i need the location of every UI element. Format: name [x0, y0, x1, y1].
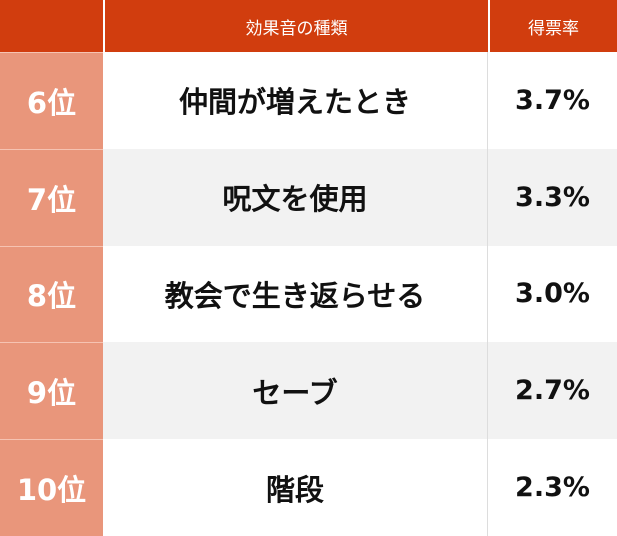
rate-cell: 3.7% — [515, 84, 590, 116]
rank-cell: 8位 — [0, 245, 103, 343]
table-row: 7位 呪文を使用 3.3% — [0, 148, 617, 246]
item-cell: 呪文を使用 — [103, 148, 488, 246]
rate-cell: 2.3% — [515, 472, 590, 504]
rate-cell: 3.0% — [515, 278, 590, 310]
header-row: 効果音の種類 得票率 — [0, 0, 617, 52]
item-cell: 教会で生き返らせる — [103, 245, 488, 343]
header-cell: 効果音の種類 — [103, 0, 488, 52]
rank-cell: 9位 — [0, 342, 103, 440]
rank-cell: 7位 — [0, 148, 103, 246]
table-row: 9位 セーブ 2.7% — [0, 342, 617, 440]
header-cell: 得票率 — [488, 0, 617, 52]
item-cell: 仲間が増えたとき — [103, 52, 488, 149]
header-cell — [0, 0, 103, 52]
table-row: 6位 仲間が増えたとき 3.7% — [0, 52, 617, 149]
rank-cell: 10位 — [0, 439, 103, 536]
table-row: 10位 階段 2.3% — [0, 439, 617, 536]
item-cell: セーブ — [103, 342, 488, 440]
rate-cell: 2.7% — [488, 342, 617, 440]
rank-cell: 6位 — [0, 52, 103, 149]
table-row: 8位 教会で生き返らせる 3.0% — [0, 245, 617, 343]
item-cell: 階段 — [103, 439, 488, 536]
rate-cell: 3.3% — [488, 148, 617, 246]
